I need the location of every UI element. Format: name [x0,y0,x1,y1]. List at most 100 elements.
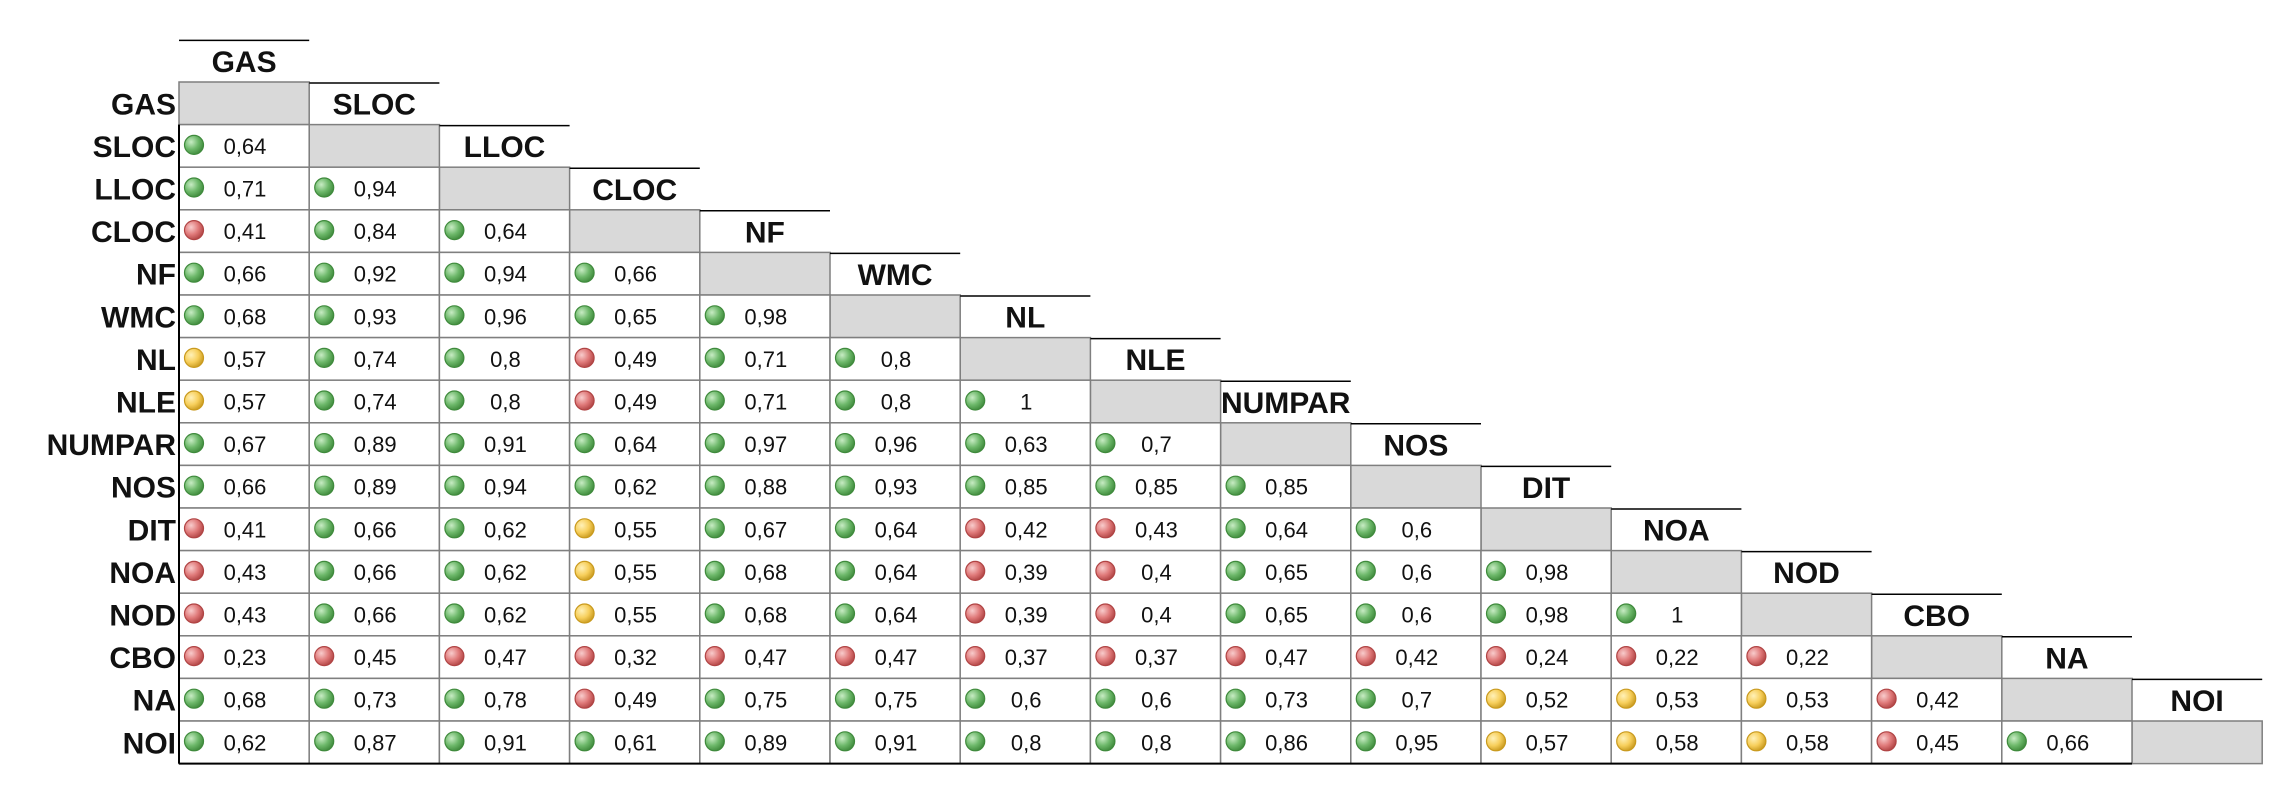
value-label: 0,43 [224,560,267,585]
value-label: 0,67 [224,432,267,457]
indicator-red-icon [1095,603,1116,624]
cell-cbo-nos: 0,42 [1350,635,1482,680]
cell-na-cbo: 0,42 [1870,677,2003,722]
indicator-green-icon [314,731,335,752]
value-label: 0,49 [614,347,657,372]
cell-nos-numpar: 0,85 [1219,464,1352,509]
indicator-green-icon [183,262,205,283]
indicator-green-icon [704,390,725,411]
value-label: 0,41 [224,517,267,542]
cell-cloc-gas: 0,41 [178,209,310,254]
indicator-green-icon [444,731,465,752]
column-label-sloc: SLOC [333,89,416,122]
value-label: 0,88 [744,475,787,500]
cell-nos-nf: 0,88 [699,464,831,509]
value-label: 0,75 [875,688,918,713]
cell-wmc-nf: 0,98 [699,294,831,339]
value-label: 0,32 [614,645,657,670]
diagonal-cell-sloc [308,123,441,168]
value-label: 0,55 [614,603,657,628]
value-label: 0,64 [875,560,918,585]
column-label-dit: DIT [1522,472,1570,505]
indicator-green-icon [704,305,725,326]
indicator-green-icon [834,560,856,582]
cell-noa-nf: 0,68 [699,549,831,594]
indicator-green-icon [1095,475,1116,496]
indicator-red-icon [183,560,205,582]
indicator-red-icon [965,603,986,624]
diagonal-cell-gas [178,81,310,126]
indicator-green-icon [444,688,465,709]
cell-na-dit: 0,52 [1480,677,1612,722]
indicator-green-icon [314,305,335,326]
column-label-noa: NOA [1643,515,1710,548]
indicator-green-icon [1095,688,1116,709]
value-label: 0,71 [744,390,787,415]
value-label: 0,87 [354,730,397,755]
diagonal-cell-noi [2131,720,2263,765]
value-label: 0,71 [744,347,787,372]
indicator-green-icon [704,603,725,624]
column-label-lloc: LLOC [464,131,546,164]
cell-nf-cloc: 0,66 [568,251,701,296]
cell-nod-numpar: 0,65 [1219,592,1352,637]
indicator-green-icon [314,390,335,411]
cell-nos-gas: 0,66 [178,464,310,509]
cell-noi-sloc: 0,87 [308,720,441,765]
cell-dit-nl: 0,42 [959,507,1092,552]
column-label-numpar: NUMPAR [1221,387,1351,420]
value-label: 0,53 [1656,688,1699,713]
column-label-cbo: CBO [1903,600,1970,633]
indicator-red-icon [965,560,986,582]
indicator-green-icon [444,433,465,454]
indicator-green-icon [444,305,465,326]
indicator-red-icon [183,220,205,241]
value-label: 0,65 [1265,603,1308,628]
value-label: 0,73 [354,688,397,713]
value-label: 0,62 [224,730,267,755]
value-label: 0,22 [1786,645,1829,670]
indicator-green-icon [314,603,335,624]
value-label: 0,4 [1141,603,1172,628]
value-label: 0,57 [224,390,267,415]
cell-numpar-nle: 0,7 [1089,422,1222,467]
row-label-nle: NLE [116,387,176,420]
value-label: 0,94 [484,475,527,500]
cell-noi-dit: 0,57 [1480,720,1612,765]
cell-dit-nf: 0,67 [699,507,831,552]
cell-sloc-gas: 0,64 [178,123,310,168]
value-label: 0,74 [354,390,397,415]
value-label: 0,89 [354,432,397,457]
indicator-green-icon [834,518,856,539]
column-label-na: NA [2045,642,2088,675]
indicator-green-icon [2006,731,2027,752]
value-label: 0,66 [2046,730,2089,755]
cell-noa-sloc: 0,66 [308,549,441,594]
indicator-green-icon [444,603,465,624]
cell-noa-nle: 0,4 [1089,549,1222,594]
cell-nos-lloc: 0,94 [438,464,571,509]
indicator-green-icon [834,603,856,624]
indicator-red-icon [574,645,595,667]
column-label-noi: NOI [2170,685,2223,718]
row-label-nf: NF [136,259,176,292]
indicator-green-icon [314,560,335,582]
cell-nod-nle: 0,4 [1089,592,1222,637]
indicator-yellow-icon [183,390,205,411]
indicator-green-icon [314,177,335,198]
indicator-green-icon [574,305,595,326]
cell-nod-nos: 0,6 [1350,592,1482,637]
value-label: 0,89 [744,730,787,755]
indicator-yellow-icon [574,603,595,624]
value-label: 0,94 [354,177,397,202]
cell-noa-nos: 0,6 [1350,549,1482,594]
indicator-green-icon [834,475,856,496]
cell-noa-gas: 0,43 [178,549,310,594]
cell-noi-lloc: 0,91 [438,720,571,765]
value-label: 0,39 [1005,603,1048,628]
cell-noi-numpar: 0,86 [1219,720,1352,765]
indicator-green-icon [574,475,595,496]
cell-numpar-gas: 0,67 [178,422,310,467]
cell-cbo-noa: 0,22 [1610,635,1743,680]
value-label: 0,64 [614,432,657,457]
